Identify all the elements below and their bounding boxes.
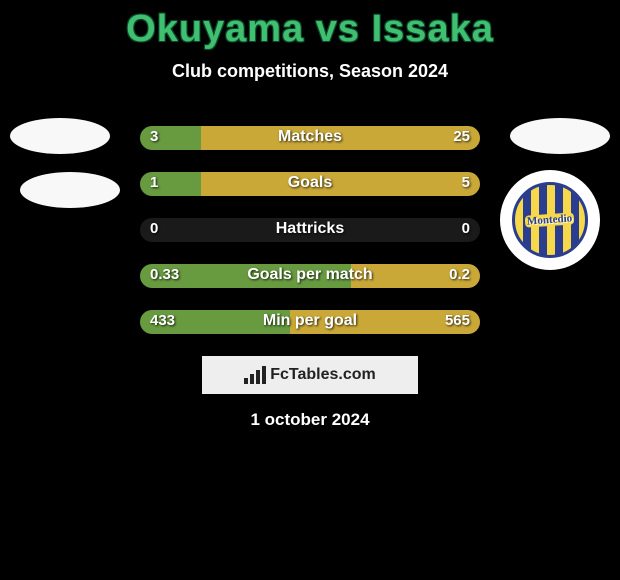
bar-label: Matches (140, 128, 480, 146)
bar-row: 433565Min per goal (140, 310, 480, 334)
bar-row: 15Goals (140, 172, 480, 196)
bar-label: Hattricks (140, 220, 480, 238)
watermark-box: FcTables.com (202, 356, 418, 394)
bar-row: 0.330.2Goals per match (140, 264, 480, 288)
bar-row: 00Hattricks (140, 218, 480, 242)
subtitle: Club competitions, Season 2024 (0, 61, 620, 82)
page-title: Okuyama vs Issaka (0, 0, 620, 51)
player-right-avatar-1 (510, 118, 610, 154)
watermark-text: FcTables.com (270, 366, 376, 384)
bar-label: Goals per match (140, 266, 480, 284)
team-badge-script: Montedio (525, 212, 575, 227)
bar-label: Min per goal (140, 312, 480, 330)
team-badge-inner: Montedio (512, 182, 588, 258)
date-text: 1 october 2024 (0, 410, 620, 430)
player-left-avatar-1 (10, 118, 110, 154)
comparison-bars: 325Matches 15Goals 00Hattricks 0.330.2Goals… (140, 126, 480, 356)
bar-label: Goals (140, 174, 480, 192)
player-left-avatar-2 (20, 172, 120, 208)
team-badge: Montedio (500, 170, 600, 270)
bar-chart-icon (244, 366, 266, 384)
bar-row: 325Matches (140, 126, 480, 150)
